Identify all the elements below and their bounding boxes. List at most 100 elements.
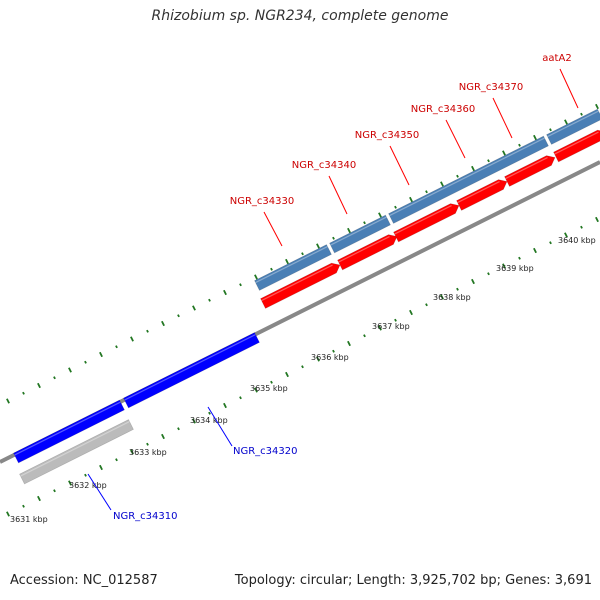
forward-gene-label: NGR_c34370 <box>459 82 524 93</box>
forward-gene-leader-line <box>389 145 410 186</box>
forward-gene-leader-line <box>328 175 348 215</box>
kbp-label: 3639 kbp <box>496 264 534 273</box>
outer-tick-mark <box>6 398 10 404</box>
outer-tick-mark <box>347 227 351 234</box>
inner-tick-mark <box>518 256 521 260</box>
inner-tick-mark <box>595 216 599 223</box>
outer-tick-mark <box>270 267 273 271</box>
outer-tick-mark <box>595 103 599 110</box>
outer-tick-mark <box>37 382 41 389</box>
forward-gene-label: NGR_c34360 <box>411 104 476 115</box>
inner-tick-mark <box>502 263 506 269</box>
inner-tick-mark <box>363 334 366 338</box>
kbp-label: 3637 kbp <box>372 322 410 331</box>
outer-tick-mark <box>22 391 25 395</box>
inner-tick-mark <box>301 365 304 369</box>
forward-gene-label: NGR_c34350 <box>355 130 420 141</box>
kbp-label: 3631 kbp <box>10 515 48 524</box>
forward-gene-bar-shine <box>338 236 390 263</box>
outer-tick-mark <box>161 320 165 327</box>
outer-tick-mark <box>564 119 568 125</box>
forward-gene-leader-line <box>559 68 579 109</box>
outer-tick-mark <box>456 174 459 178</box>
forward-gene-bar-shine <box>394 205 452 235</box>
map-title: Rhizobium sp. NGR234, complete genome <box>151 8 449 24</box>
outer-tick-mark <box>409 196 413 203</box>
reverse-gene-leader-line <box>207 406 233 447</box>
cds-bar-shine <box>330 216 387 246</box>
cds-bar-shine <box>547 110 599 138</box>
reverse-gene-bar <box>13 399 125 464</box>
inner-tick-mark <box>239 396 242 400</box>
inner-tick-mark <box>223 402 227 409</box>
pseudo-gene-bar-shine <box>20 421 130 477</box>
inner-tick-mark <box>394 318 397 322</box>
kbp-label: 3638 kbp <box>433 293 471 302</box>
outer-tick-mark <box>394 205 397 209</box>
kbp-label: 3635 kbp <box>250 384 288 393</box>
kbp-label: 3640 kbp <box>558 236 596 245</box>
forward-gene-bar <box>553 129 600 163</box>
forward-gene-leader-line <box>263 211 283 247</box>
cds-bar-shine <box>389 137 545 217</box>
outer-tick-mark <box>487 159 490 163</box>
inner-tick-mark <box>6 511 10 517</box>
outer-tick-mark <box>363 221 366 225</box>
forward-gene-bar <box>504 155 556 187</box>
pseudo-gene-bar <box>19 419 134 485</box>
outer-tick-mark <box>223 289 227 296</box>
inner-tick-mark <box>378 325 382 331</box>
inner-tick-mark <box>456 287 459 291</box>
forward-gene-bar-shine <box>505 157 548 180</box>
reverse-gene-bar-shine <box>124 334 256 401</box>
cds-bar <box>329 214 391 254</box>
inner-tick-mark <box>409 309 413 316</box>
inner-tick-mark <box>177 427 180 431</box>
kbp-label: 3636 kbp <box>311 353 349 362</box>
inner-tick-mark <box>37 495 41 502</box>
outer-tick-mark <box>316 243 320 249</box>
inner-tick-mark <box>22 504 25 508</box>
inner-tick-mark <box>487 272 490 276</box>
outer-tick-mark <box>239 283 242 287</box>
forward-gene-leader-line <box>445 119 466 159</box>
inner-tick-mark <box>130 449 134 455</box>
outer-tick-mark <box>533 134 537 141</box>
topology-text: Topology: circular; Length: 3,925,702 bp… <box>234 573 592 588</box>
reverse-gene-leader-line <box>87 473 112 511</box>
outer-tick-mark <box>115 345 118 349</box>
cds-bar <box>254 244 332 291</box>
outer-tick-mark <box>177 314 180 318</box>
outer-tick-mark <box>425 190 428 194</box>
inner-tick-mark <box>347 340 351 347</box>
inner-tick-mark <box>146 442 149 446</box>
outer-tick-mark <box>440 181 444 187</box>
reverse-gene-bar-shine <box>14 401 121 456</box>
forward-gene-leader-line <box>492 97 513 139</box>
reverse-gene-label: NGR_c34310 <box>113 511 178 522</box>
inner-tick-mark <box>471 278 475 285</box>
forward-gene-bar-shine <box>457 181 500 204</box>
kbp-label: 3632 kbp <box>69 481 107 490</box>
outer-tick-mark <box>53 376 56 380</box>
outer-tick-mark <box>549 128 552 132</box>
inner-tick-mark <box>580 225 583 229</box>
outer-tick-mark <box>518 143 521 147</box>
forward-gene-bar <box>393 203 460 243</box>
cds-bar <box>546 108 600 145</box>
inner-tick-mark <box>115 458 118 462</box>
inner-tick-mark <box>270 380 273 384</box>
forward-gene-bar <box>260 262 341 309</box>
outer-tick-mark <box>130 336 134 342</box>
outer-tick-mark <box>192 305 196 311</box>
inner-tick-mark <box>254 387 258 393</box>
inner-tick-mark <box>208 411 211 415</box>
inner-tick-mark <box>440 294 444 300</box>
forward-gene-bar <box>456 179 508 211</box>
kbp-label: 3633 kbp <box>129 448 167 457</box>
outer-tick-mark <box>332 236 335 240</box>
inner-tick-mark <box>192 418 196 424</box>
inner-tick-mark <box>533 247 537 254</box>
outer-tick-mark <box>580 112 583 116</box>
outer-tick-mark <box>285 258 289 265</box>
